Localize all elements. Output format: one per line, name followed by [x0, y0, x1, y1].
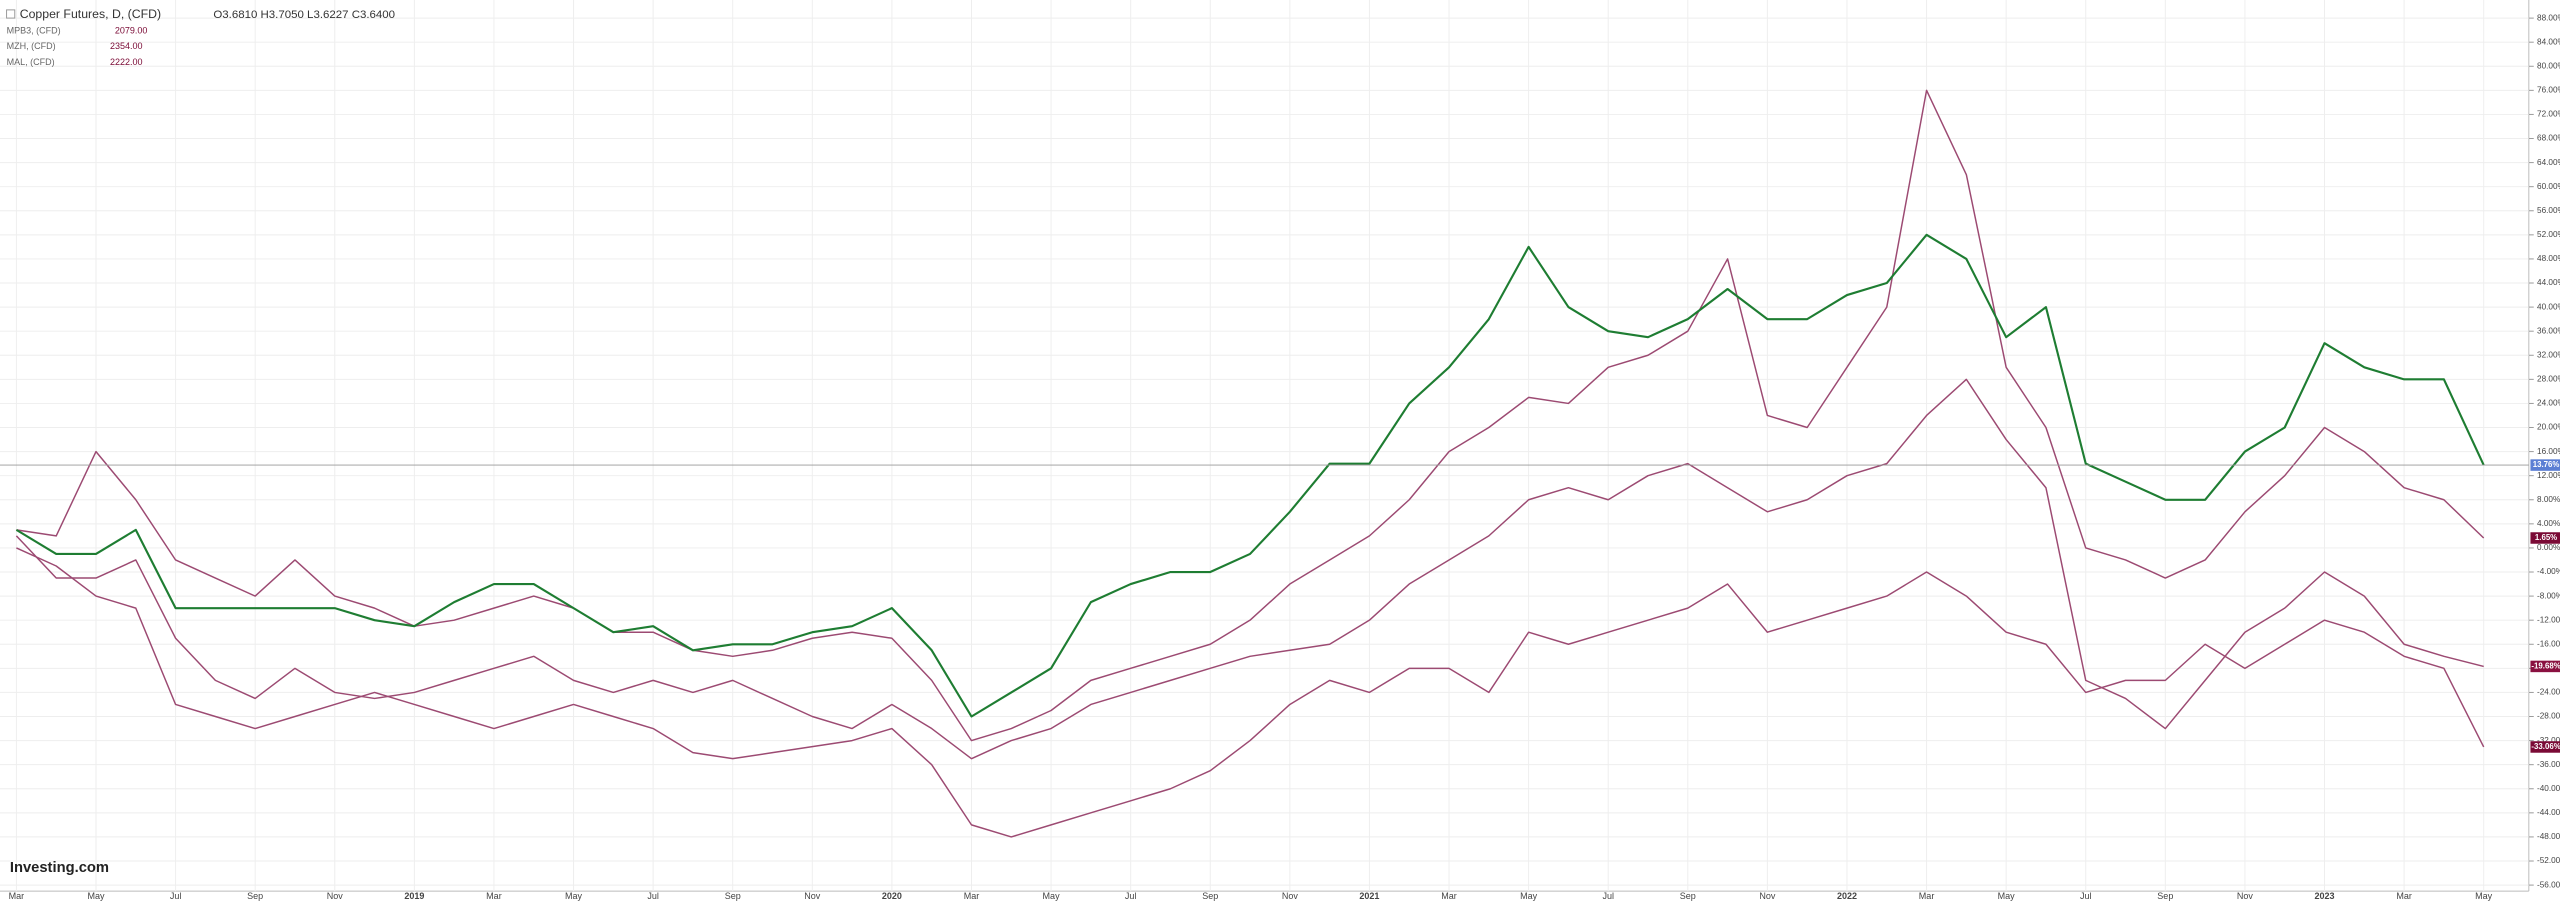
- collapse-icon[interactable]: [6, 9, 16, 19]
- legend-price: 2222.00: [110, 57, 143, 67]
- plot: [0, 89, 2529, 838]
- y-tick-label: 40.00%: [2537, 302, 2560, 311]
- x-tick-label: May: [1043, 891, 1061, 901]
- y-tick-label: 32.00%: [2537, 350, 2560, 359]
- x-tick-label: 2020: [882, 891, 902, 901]
- x-tick-label: 2022: [1837, 891, 1857, 901]
- y-tick-label: 16.00%: [2537, 447, 2560, 456]
- y-tick-label: -4.00%: [2537, 567, 2560, 576]
- x-tick-label: Jul: [1125, 891, 1137, 901]
- x-tick-label: Mar: [1919, 891, 1935, 901]
- comparison-line: [15, 378, 2484, 760]
- x-tick-label: Sep: [725, 891, 741, 901]
- x-tick-label: 2019: [404, 891, 424, 901]
- y-tick-label: -44.00%: [2537, 808, 2560, 817]
- x-tick-label: Nov: [1759, 891, 1776, 901]
- y-tick-label: -36.00%: [2537, 760, 2560, 769]
- y-tick-label: 4.00%: [2537, 519, 2560, 528]
- comparison-line: [16, 89, 2485, 742]
- x-tick-label: Jul: [647, 891, 659, 901]
- y-tick-label: 48.00%: [2537, 254, 2560, 263]
- grid: [0, 0, 2534, 892]
- y-tick-label: 8.00%: [2537, 495, 2560, 504]
- legend-item: MAL, (CFD): [7, 57, 55, 67]
- y-tick-label: 0.00%: [2537, 543, 2560, 552]
- last-value-tag: [2530, 660, 2560, 673]
- x-tick-label: Mar: [964, 891, 980, 901]
- x-tick-label: Jul: [2080, 891, 2092, 901]
- x-tick-label: Sep: [247, 891, 263, 901]
- y-tick-label: 80.00%: [2537, 61, 2560, 70]
- y-tick-label: 60.00%: [2537, 182, 2560, 191]
- y-tick-label: 24.00%: [2537, 399, 2560, 408]
- y-tick-label: 52.00%: [2537, 230, 2560, 239]
- x-tick-label: May: [1998, 891, 2016, 901]
- legend-ohlc: O3.6810 H3.7050 L3.6227 C3.6400: [213, 9, 395, 21]
- last-value-label: 13.76%: [2533, 460, 2560, 469]
- y-tick-label: -8.00%: [2537, 591, 2560, 600]
- axis-labels: 88.00% 84.00% 80.00% 76.00% 72.00% 68.00% 64.0…: [9, 13, 2560, 901]
- legend: Copper Futures, D, (CFD) O3.6810 H3.7050…: [6, 7, 395, 67]
- y-tick-label: -56.00%: [2537, 880, 2560, 889]
- y-tick-label: -12.00%: [2537, 615, 2560, 624]
- y-tick-label: -48.00%: [2537, 832, 2560, 841]
- y-tick-label: -28.00%: [2537, 712, 2560, 721]
- x-tick-label: May: [87, 891, 105, 901]
- y-tick-label: 44.00%: [2537, 278, 2560, 287]
- x-tick-label: 2021: [1359, 891, 1379, 901]
- y-tick-label: 28.00%: [2537, 375, 2560, 384]
- y-tick-label: 68.00%: [2537, 134, 2560, 143]
- x-tick-label: Jul: [1602, 891, 1614, 901]
- y-tick-label: 56.00%: [2537, 206, 2560, 215]
- legend-item: MPB3, (CFD): [7, 26, 61, 36]
- legend-title: Copper Futures, D, (CFD): [20, 7, 161, 21]
- comparison-line: [16, 547, 2485, 838]
- last-value-label: -33.06%: [2531, 742, 2560, 751]
- price-line: [15, 233, 2485, 718]
- x-tick-label: May: [1520, 891, 1538, 901]
- x-tick-label: Nov: [1282, 891, 1299, 901]
- y-tick-label: -24.00%: [2537, 688, 2560, 697]
- x-tick-label: Nov: [2237, 891, 2254, 901]
- x-tick-label: Sep: [1680, 891, 1696, 901]
- y-tick-label: 36.00%: [2537, 326, 2560, 335]
- last-value-tag: [2530, 459, 2560, 471]
- y-tick-label: -40.00%: [2537, 784, 2560, 793]
- y-tick-label: 76.00%: [2537, 86, 2560, 95]
- x-tick-label: Mar: [2396, 891, 2412, 901]
- y-tick-label: 88.00%: [2537, 13, 2560, 22]
- legend-item: MZH, (CFD): [7, 41, 56, 51]
- legend-price: 2354.00: [110, 41, 143, 51]
- x-tick-label: Mar: [486, 891, 502, 901]
- y-tick-label: -16.00%: [2537, 639, 2560, 648]
- x-tick-label: 2023: [2314, 891, 2334, 901]
- y-tick-label: 84.00%: [2537, 37, 2560, 46]
- x-tick-label: Mar: [1441, 891, 1457, 901]
- y-tick-label: 12.00%: [2537, 471, 2560, 480]
- last-value-tag: [2530, 741, 2560, 753]
- x-tick-label: Nov: [327, 891, 344, 901]
- x-tick-label: Mar: [9, 891, 25, 901]
- x-tick-label: May: [2475, 891, 2493, 901]
- x-tick-label: May: [565, 891, 583, 901]
- y-tick-label: 20.00%: [2537, 423, 2560, 432]
- legend-price: 2079.00: [115, 26, 148, 36]
- y-tick-label: -52.00%: [2537, 856, 2560, 865]
- last-value-label: 1.65%: [2535, 533, 2557, 542]
- x-tick-label: Sep: [2157, 891, 2173, 901]
- x-tick-label: Jul: [170, 891, 182, 901]
- last-value-tag: [2530, 532, 2560, 544]
- y-tick-label: -32.00%: [2537, 736, 2560, 745]
- x-tick-label: Sep: [1202, 891, 1218, 901]
- logo: Investing.com: [10, 860, 109, 876]
- y-tick-label: 72.00%: [2537, 110, 2560, 119]
- y-tick-label: 64.00%: [2537, 158, 2560, 167]
- last-value-label: -19.68%: [2531, 661, 2560, 670]
- x-tick-label: Nov: [804, 891, 821, 901]
